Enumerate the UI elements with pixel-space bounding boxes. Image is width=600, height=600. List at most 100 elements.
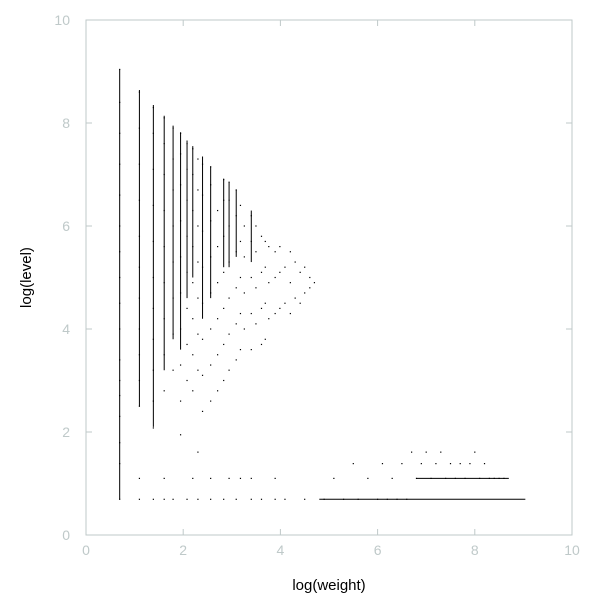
data-point [255,225,257,227]
data-point [223,199,225,201]
data-point [119,194,121,196]
data-point [223,498,225,500]
data-point [239,312,242,315]
data-point [192,173,194,176]
data-point [172,158,174,160]
data-point [228,261,230,263]
data-point [284,266,286,268]
data-point [138,235,141,237]
data-point [264,302,266,304]
data-point [228,199,230,201]
data-point [264,338,266,340]
data-point [304,266,306,268]
data-point [201,338,204,340]
x-tick-label: 6 [374,542,382,558]
data-point [163,173,165,176]
data-point [250,349,252,351]
data-point [119,225,121,227]
data-point [289,282,291,284]
data-point [138,163,141,165]
data-point [192,246,194,248]
y-tick-label: 10 [54,12,70,28]
data-point [197,369,199,371]
data-point [172,498,174,500]
data-point [152,106,154,109]
data-point [192,148,194,150]
data-point [201,410,204,412]
data-point [445,477,447,480]
data-point [152,132,154,134]
data-point [255,287,257,289]
data-point [119,132,121,134]
data-point [163,390,165,392]
data-point [119,302,121,304]
data-point [201,374,204,376]
data-point [217,354,219,356]
data-point [239,204,242,206]
data-point [172,261,174,263]
x-tick-label: 10 [564,542,580,558]
data-point [228,225,230,227]
data-point [228,477,230,480]
data-point [459,463,461,465]
data-point [313,282,316,284]
data-point [228,333,230,335]
data-point [138,405,141,407]
data-point [119,463,121,465]
data-point [152,369,154,371]
data-point [197,498,199,500]
data-point [119,498,121,500]
data-point [255,323,257,325]
data-point [274,251,276,253]
data-point [488,477,490,480]
x-tick-label: 2 [179,542,187,558]
data-point [250,312,252,315]
y-tick-label: 6 [62,218,70,234]
y-axis-label: log(level) [18,247,35,308]
data-point [210,220,212,222]
data-point [119,442,121,444]
data-point [163,246,165,248]
x-tick-label: 4 [277,542,285,558]
data-point [223,379,225,382]
data-point [235,189,237,191]
data-point [163,498,165,500]
y-tick-label: 8 [62,115,70,131]
data-point [435,463,437,465]
data-point [304,498,306,500]
data-point [235,359,237,361]
data-point [279,271,281,273]
data-point [186,235,188,237]
data-point [474,451,476,453]
data-point [430,477,432,480]
data-point [210,477,212,480]
data-point [192,390,194,392]
data-point [260,271,263,273]
y-tick-label: 2 [62,424,70,440]
data-point [138,477,141,480]
data-point [172,369,174,371]
data-point [342,498,345,500]
data-point [304,292,306,294]
data-point [152,427,154,429]
data-point [243,256,245,258]
data-point [163,477,165,480]
data-point [192,354,194,356]
data-point [172,297,174,299]
data-point [223,271,225,273]
data-point [119,251,121,253]
data-point [163,318,165,320]
data-point [138,266,141,268]
data-point [152,276,154,279]
data-point [186,379,188,382]
data-point [274,477,276,480]
data-point [179,220,182,222]
data-point [179,132,182,134]
axis-ticks: 0 2 4 6 8 10 0 2 4 6 8 10 [54,12,580,558]
data-point [163,143,165,145]
data-point [299,271,301,273]
data-point [268,318,270,320]
data-point [309,287,311,289]
data-point [250,477,252,480]
data-point [391,477,393,480]
